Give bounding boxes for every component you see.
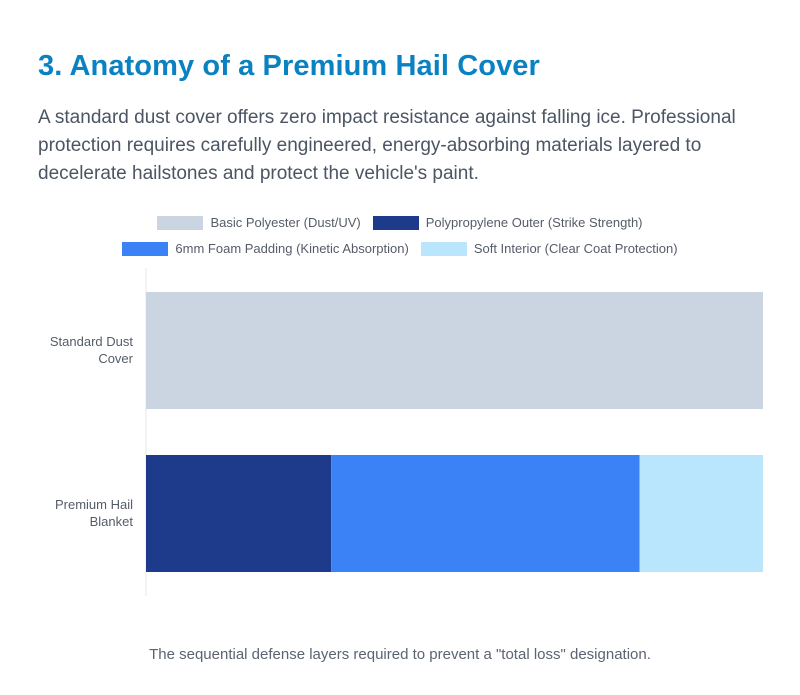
legend-swatch-polypropylene-outer — [372, 215, 419, 230]
bar-premium-hail-blanket-6mm-foam-padding[interactable] — [331, 455, 640, 572]
bar-premium-hail-blanket-soft-interior[interactable] — [639, 455, 763, 572]
chart-legend-row-1: Basic Polyester (Dust/UV) Polypropylene … — [0, 215, 800, 230]
y-tick-label-standard-dust-cover: Standard Dust Cover — [50, 334, 134, 366]
y-axis-labels: Standard Dust Cover Premium Hail Blanket — [50, 334, 134, 529]
legend-item-foam-padding[interactable]: 6mm Foam Padding (Kinetic Absorption) — [122, 241, 409, 256]
legend-swatch-foam-padding — [122, 241, 169, 256]
bar-standard-dust-cover-basic-polyester[interactable] — [146, 292, 763, 409]
legend-item-basic-polyester[interactable]: Basic Polyester (Dust/UV) — [157, 215, 361, 230]
chart-legend-row-2: 6mm Foam Padding (Kinetic Absorption) So… — [0, 241, 800, 256]
page-description: A standard dust cover offers zero impact… — [38, 107, 736, 184]
legend-label-basic-polyester: Basic Polyester (Dust/UV) — [210, 215, 361, 230]
chart-bars — [146, 292, 763, 572]
legend-label-soft-interior: Soft Interior (Clear Coat Protection) — [473, 241, 678, 256]
chart-caption: The sequential defense layers required t… — [149, 646, 651, 663]
bar-premium-hail-blanket-polypropylene-outer[interactable] — [146, 455, 332, 572]
legend-item-soft-interior[interactable]: Soft Interior (Clear Coat Protection) — [420, 241, 678, 256]
y-tick-label-premium-hail-blanket: Premium Hail Blanket — [55, 497, 133, 529]
legend-swatch-basic-polyester — [157, 215, 204, 230]
page-title: 3. Anatomy of a Premium Hail Cover — [38, 50, 540, 82]
legend-swatch-soft-interior — [420, 241, 467, 256]
legend-label-foam-padding: 6mm Foam Padding (Kinetic Absorption) — [175, 241, 409, 256]
legend-label-polypropylene-outer: Polypropylene Outer (Strike Strength) — [425, 215, 643, 230]
legend-item-polypropylene-outer[interactable]: Polypropylene Outer (Strike Strength) — [372, 215, 643, 230]
